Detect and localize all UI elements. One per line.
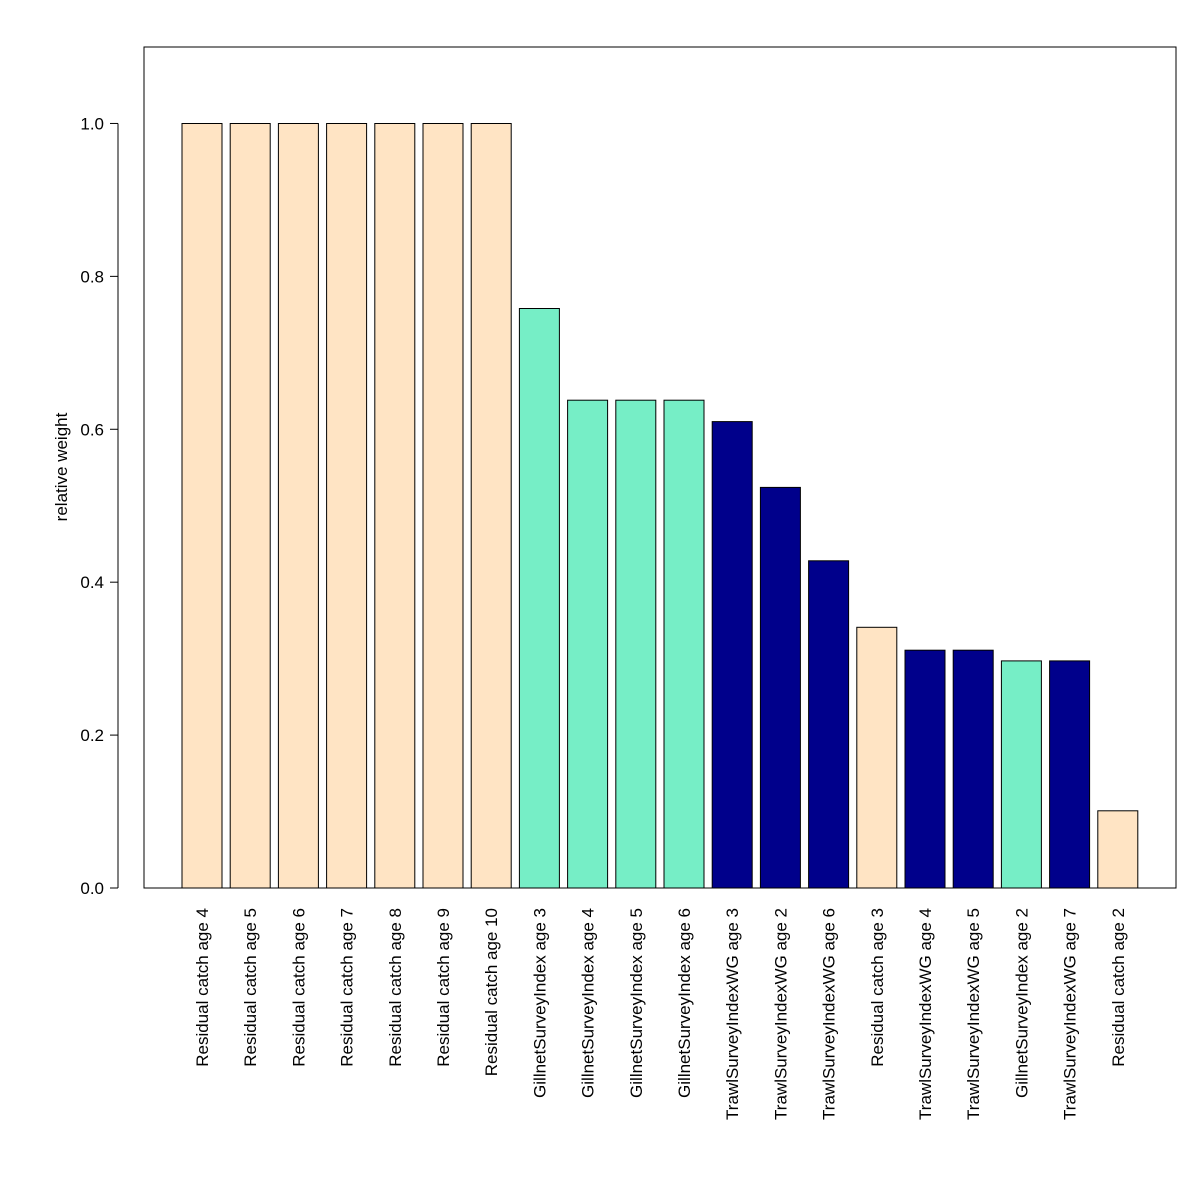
category-label: TrawlSurveyIndexWG age 2 [771,908,790,1120]
category-label: Residual catch age 10 [482,908,501,1076]
category-label: GillnetSurveyIndex age 4 [579,908,598,1098]
bar [470,123,512,889]
category-label: TrawlSurveyIndexWG age 4 [916,908,935,1120]
bar [1049,660,1091,889]
bars-group [181,123,1139,889]
category-label: Residual catch age 9 [434,908,453,1067]
bar [422,123,464,889]
category-label: GillnetSurveyIndex age 3 [530,908,549,1098]
category-label: Residual catch age 8 [386,908,405,1067]
category-label: Residual catch age 3 [868,908,887,1067]
bar [856,626,898,889]
y-tick-label: 0.8 [80,267,104,286]
category-label: GillnetSurveyIndex age 2 [1012,908,1031,1098]
bar [952,649,994,889]
category-label: TrawlSurveyIndexWG age 3 [723,908,742,1120]
plot-frame [143,46,1177,889]
bar [904,649,946,889]
bar [277,123,319,889]
bar [181,123,223,889]
category-label: Residual catch age 4 [193,908,212,1067]
bar [615,399,657,889]
y-tick-label: 0.6 [80,420,104,439]
category-label: Residual catch age 2 [1109,908,1128,1067]
bar [326,123,368,889]
category-label: TrawlSurveyIndexWG age 5 [964,908,983,1120]
category-label: GillnetSurveyIndex age 5 [627,908,646,1098]
category-label: TrawlSurveyIndexWG age 6 [820,908,839,1120]
bar [663,399,705,889]
bar [229,123,271,889]
x-axis-labels: Residual catch age 4 Residual catch age 5… [193,908,1128,1120]
category-label: TrawlSurveyIndexWG age 7 [1061,908,1080,1120]
y-axis-title: relative weight [52,412,71,521]
y-tick-label: 0.4 [80,573,104,592]
bar [808,560,850,889]
category-label: GillnetSurveyIndex age 6 [675,908,694,1098]
bar [1000,660,1042,889]
bar [711,421,753,889]
bar [518,308,560,889]
y-tick-label: 0.0 [80,879,104,898]
y-tick-label: 1.0 [80,115,104,134]
bar [759,486,801,889]
category-label: Residual catch age 6 [289,908,308,1067]
category-label: Residual catch age 7 [338,908,357,1067]
y-axis: 0.0 0.2 0.4 0.6 0.8 1.0 [80,115,119,898]
y-tick-label: 0.2 [80,726,104,745]
category-label: Residual catch age 5 [241,908,260,1067]
bar [567,399,609,889]
bar [374,123,416,889]
bar [1097,810,1139,889]
